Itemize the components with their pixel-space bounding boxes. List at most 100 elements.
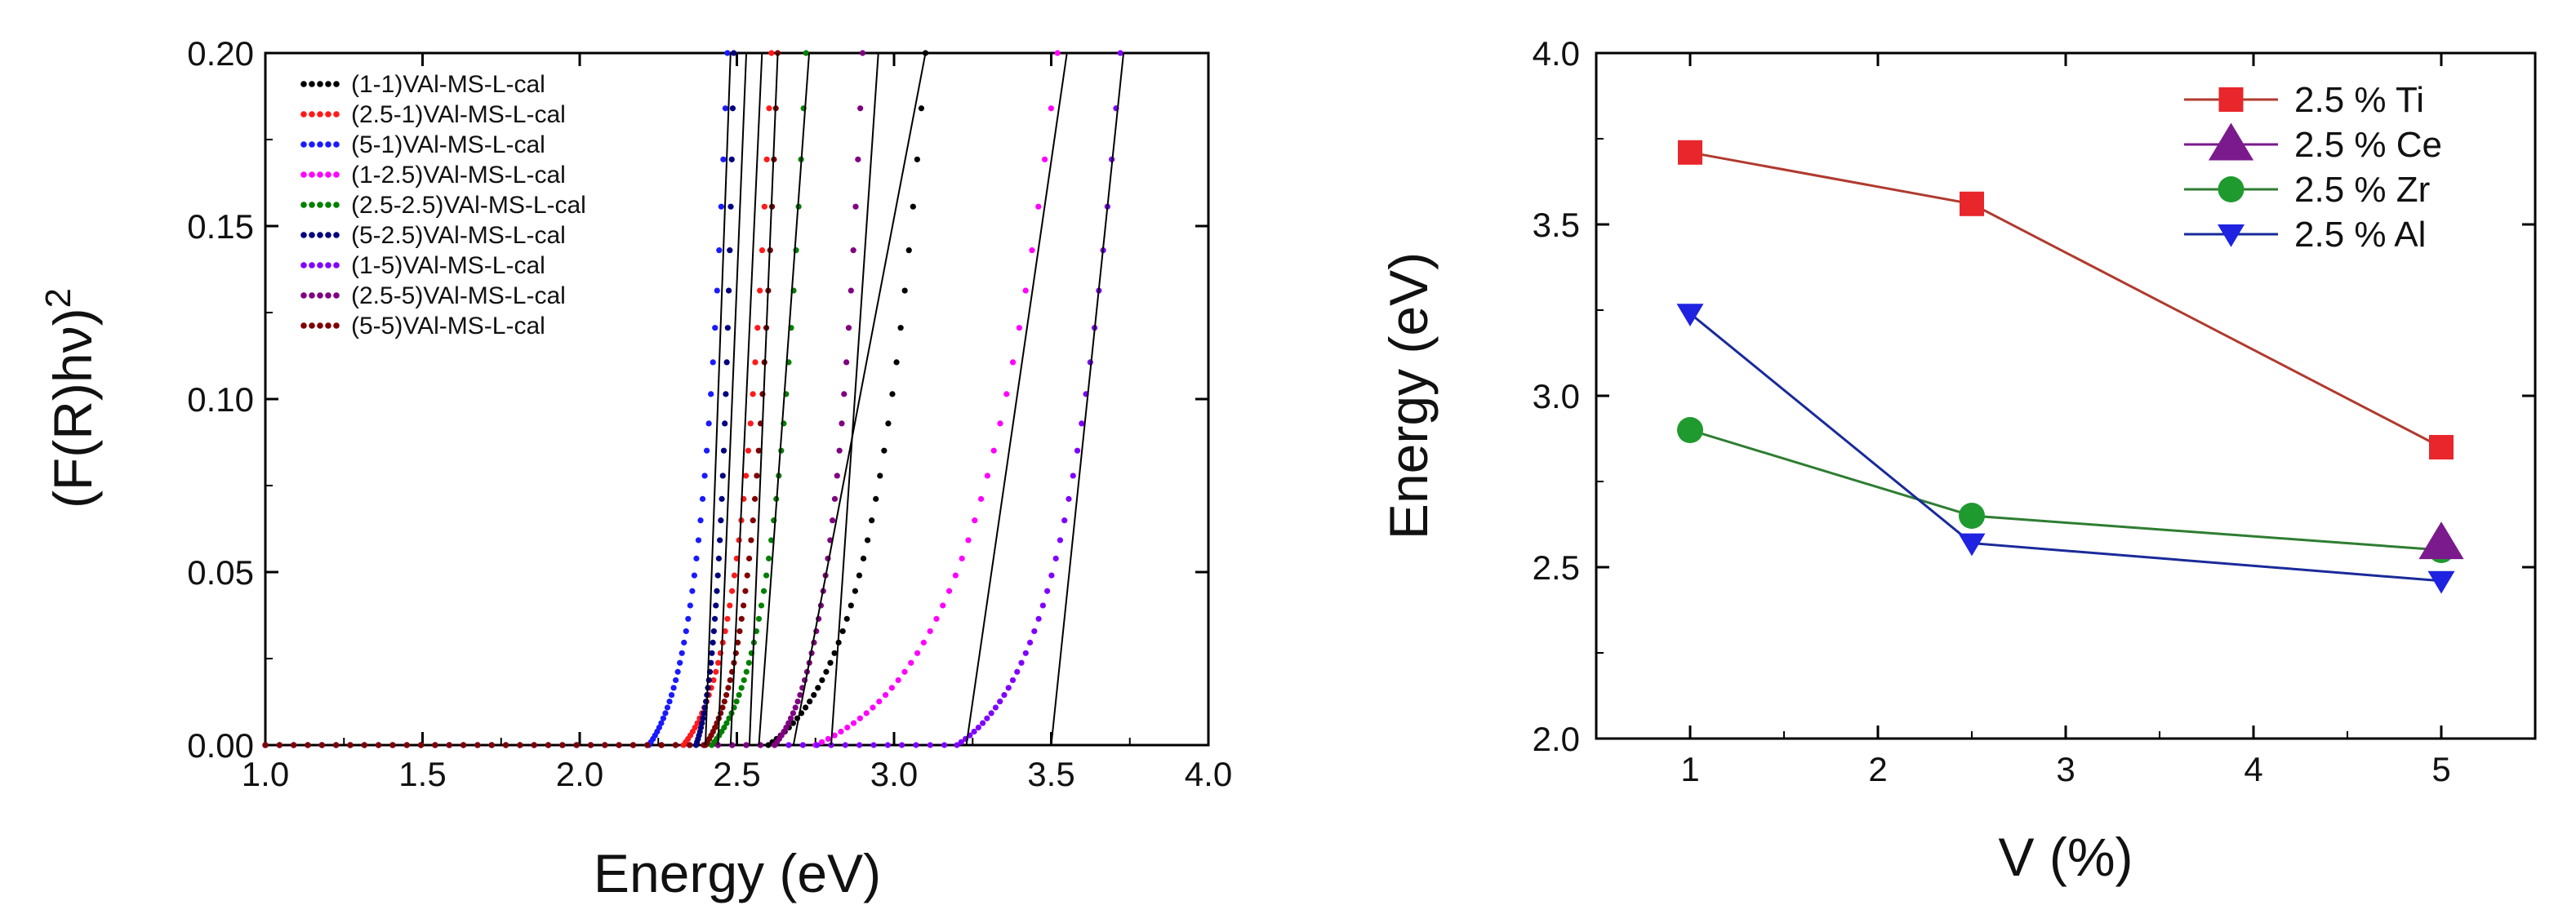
- left-legend-entry: (5-1)VAl-MS-L-cal: [300, 131, 545, 158]
- left-data-point: [714, 588, 720, 594]
- left-data-point: [933, 615, 940, 622]
- left-data-point: [726, 715, 732, 721]
- left-data-point: [914, 156, 920, 162]
- left-data-point: [918, 105, 925, 112]
- left-data-point: [897, 325, 904, 331]
- left-data-point: [733, 555, 740, 561]
- left-data-point: [719, 495, 725, 502]
- left-data-point: [715, 555, 723, 561]
- right-series-triangle-down: [1676, 304, 2455, 594]
- left-legend-marker-dot: [309, 111, 315, 118]
- left-data-point: [992, 704, 999, 711]
- right-legend-label: 2.5 % Zr: [2294, 170, 2430, 210]
- left-data-point: [797, 691, 803, 699]
- left-data-point: [1035, 203, 1042, 210]
- left-data-point: [755, 447, 762, 454]
- left-data-point: [855, 156, 861, 162]
- left-data-point: [940, 602, 946, 609]
- left-data-point: [727, 602, 733, 609]
- left-data-point: [347, 742, 354, 748]
- left-data-point: [785, 742, 792, 748]
- left-data-point: [432, 742, 438, 748]
- left-data-point: [724, 50, 731, 56]
- left-data-point: [587, 742, 594, 748]
- left-data-point: [705, 677, 712, 684]
- right-legend-entry: 2.5 % Ce: [2184, 122, 2442, 165]
- left-legend-marker-dot: [333, 202, 340, 208]
- left-data-point: [660, 715, 667, 721]
- left-data-point: [723, 720, 730, 726]
- left-y-tick-label: 0.05: [187, 553, 254, 592]
- left-data-point: [997, 420, 1003, 427]
- left-data-point: [848, 602, 854, 609]
- left-data-point: [914, 650, 921, 656]
- left-data-point: [984, 473, 990, 479]
- left-data-point: [831, 732, 838, 739]
- right-legend-marker: [2218, 224, 2245, 247]
- left-data-point: [741, 602, 747, 609]
- right-legend-marker: [2218, 87, 2244, 112]
- left-data-point: [720, 156, 727, 162]
- left-x-tick-label: 2.5: [713, 755, 760, 793]
- left-data-point: [729, 588, 736, 594]
- left-data-point: [844, 724, 851, 731]
- left-data-point: [759, 247, 766, 254]
- right-legend-marker: [2208, 122, 2254, 161]
- left-data-point: [742, 588, 749, 594]
- right-legend-label: 2.5 % Al: [2294, 215, 2426, 255]
- left-data-point: [701, 473, 708, 479]
- left-fit-line: [748, 52, 779, 746]
- left-data-point: [747, 420, 754, 427]
- left-fit-line: [830, 52, 879, 746]
- left-data-point: [893, 359, 900, 366]
- left-data-point: [731, 50, 737, 56]
- left-data-point: [736, 691, 742, 699]
- left-data-point: [531, 742, 537, 748]
- left-data-point: [901, 287, 908, 294]
- left-data-point: [1035, 615, 1042, 622]
- left-legend-marker-dot: [317, 292, 323, 299]
- left-legend-marker-dot: [309, 232, 315, 238]
- left-data-point: [884, 742, 891, 748]
- left-data-point: [721, 724, 727, 731]
- left-data-point: [708, 659, 714, 666]
- left-data-point: [959, 555, 965, 561]
- left-data-point: [502, 742, 509, 748]
- left-x-tick-label: 3.0: [870, 755, 918, 793]
- right-y-tick-label: 2.5: [1533, 548, 1580, 587]
- left-data-point: [750, 517, 756, 524]
- left-data-point: [745, 555, 753, 561]
- left-data-point: [616, 742, 622, 748]
- right-series-line: [1689, 428, 2442, 552]
- left-data-point: [722, 420, 728, 427]
- left-data-point: [1074, 447, 1081, 454]
- left-data-point: [852, 203, 859, 210]
- left-y-tick-label: 0.00: [187, 726, 254, 765]
- left-data-point: [972, 517, 978, 524]
- right-series-square: [1678, 140, 2454, 459]
- left-data-point: [768, 50, 775, 56]
- right-x-tick-label: 2: [1868, 750, 1887, 788]
- left-data-point: [877, 473, 883, 479]
- left-data-point: [792, 704, 799, 711]
- left-data-point: [417, 742, 425, 748]
- left-legend-marker-dot: [333, 81, 340, 87]
- left-data-point: [403, 742, 410, 748]
- right-data-point: [2418, 521, 2464, 560]
- left-legend-marker-dot: [325, 232, 331, 238]
- left-data-point: [738, 685, 745, 691]
- left-data-point: [699, 720, 705, 726]
- left-legend-marker-dot: [309, 202, 315, 208]
- left-data-point: [711, 615, 719, 622]
- left-data-point: [687, 742, 693, 748]
- left-data-point: [755, 615, 763, 622]
- left-data-point: [1066, 495, 1072, 502]
- left-legend-entry: (5-2.5)VAl-MS-L-cal: [300, 222, 566, 249]
- right-x-tick-label: 5: [2431, 750, 2450, 788]
- left-data-point: [876, 698, 883, 705]
- right-legend-label: 2.5 % Ti: [2294, 80, 2424, 120]
- right-x-axis-title: V (%): [1999, 827, 2133, 887]
- left-data-point: [852, 588, 858, 594]
- left-data-point: [488, 742, 495, 748]
